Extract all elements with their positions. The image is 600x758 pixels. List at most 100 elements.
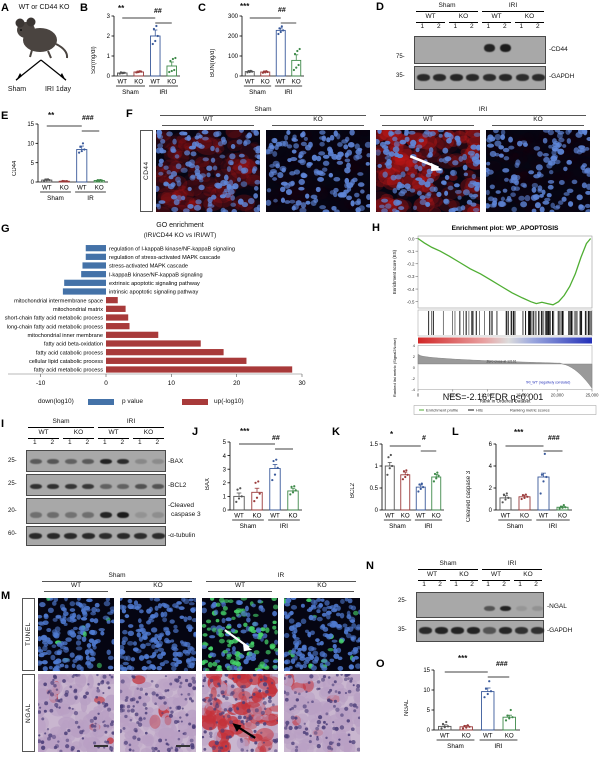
panel-h-gsea-plot: Enrichment plot: WP_APOPTOSIS0.0-0.1-0.2… xyxy=(388,222,598,390)
panel-l-chart: 0246WT KO WT KOSham IRI xyxy=(480,440,576,538)
blot-band xyxy=(499,74,512,81)
blot-band xyxy=(65,459,77,464)
panel-i-blot-cleaved-caspase3 xyxy=(26,498,166,524)
svg-text:2: 2 xyxy=(413,354,416,359)
blot-band xyxy=(515,627,528,634)
svg-text:KO: KO xyxy=(292,79,301,86)
panel-l: L Cleaved caspase 3 *** ### 0 2 4 6 WT KO WT KO… xyxy=(450,424,600,554)
blot-genotype-2: WT xyxy=(96,429,131,436)
panel-o-sig-top: *** xyxy=(458,654,467,663)
blot-group-iri: IRI xyxy=(480,560,544,567)
svg-text:4: 4 xyxy=(223,454,227,460)
blot-band xyxy=(152,459,164,464)
svg-text:5: 5 xyxy=(31,161,35,167)
blot-lane-5: 2 xyxy=(496,581,512,588)
blot-lane-4: 1 xyxy=(480,581,496,588)
svg-text:100: 100 xyxy=(228,54,239,60)
panel-e-chart: 051015WT KO WT KOSham IR xyxy=(22,120,112,210)
blot-lane-7: 2 xyxy=(530,23,547,30)
blot-lane-5: 2 xyxy=(114,439,132,446)
panel-m-ngal-0 xyxy=(38,674,114,752)
blot-band xyxy=(152,512,164,518)
svg-text:WT: WT xyxy=(245,79,255,86)
blot-lane-7: 2 xyxy=(149,439,167,446)
panel-f-micrograph-1 xyxy=(266,130,370,212)
svg-text:Sham: Sham xyxy=(507,523,524,530)
micro-genotype-0: WT xyxy=(156,116,260,123)
svg-text:Sham: Sham xyxy=(122,89,139,96)
blot-genotype-3: KO xyxy=(131,429,166,436)
blot-group-rule-1 xyxy=(98,427,164,428)
blot-band xyxy=(484,44,495,52)
blot-lane-3: 2 xyxy=(464,581,480,588)
panel-c-sig-top: *** xyxy=(240,2,249,11)
micro-genotype-2: WT xyxy=(202,582,278,589)
svg-text:KO: KO xyxy=(401,513,410,520)
panel-k-sig-top: * xyxy=(390,430,393,439)
panel-d-marker-35: 35- xyxy=(396,73,405,79)
svg-text:WT: WT xyxy=(77,185,87,192)
svg-text:KO: KO xyxy=(95,185,104,192)
panel-j-sig-top: *** xyxy=(240,427,249,436)
blot-group-rule-0 xyxy=(418,569,478,570)
svg-text:5: 5 xyxy=(427,708,431,714)
svg-text:300: 300 xyxy=(228,14,239,20)
panel-b-chart: 0123WT KO WT KOSham IRI xyxy=(98,12,184,104)
svg-text:WT: WT xyxy=(385,513,395,520)
svg-text:KO: KO xyxy=(167,79,176,86)
panel-m-black-arrow xyxy=(202,674,278,752)
panel-f-micrograph-0 xyxy=(156,130,260,212)
micro-genotype-rule-3 xyxy=(492,125,584,126)
svg-text:-0.1: -0.1 xyxy=(407,249,415,254)
svg-text:0: 0 xyxy=(489,508,493,514)
blot-genotype-1: KO xyxy=(447,13,480,20)
svg-text:1: 1 xyxy=(223,495,227,501)
blot-genotype-0: WT xyxy=(26,429,61,436)
blot-band xyxy=(117,459,129,464)
panel-e-sig-top: ** xyxy=(48,111,54,120)
blot-group-rule-1 xyxy=(482,569,542,570)
svg-text:20: 20 xyxy=(233,380,241,387)
blot-band xyxy=(100,512,112,518)
blot-band xyxy=(500,606,511,611)
panel-b-ylabel: Scr(mg/dl) xyxy=(91,22,97,74)
micro-genotype-rule-1 xyxy=(272,125,364,126)
blot-band xyxy=(65,484,77,489)
svg-text:'IRI_WT' (negatively correlate: 'IRI_WT' (negatively correlated) xyxy=(526,380,570,384)
panel-g-legend-up: up(-log10) xyxy=(214,398,244,405)
panel-f-micrograph-3 xyxy=(486,130,590,212)
blot-band xyxy=(135,484,147,489)
blot-band xyxy=(29,533,42,539)
panel-c-chart: 0100200300WT KO WT KOSham IRI xyxy=(220,12,308,104)
panel-a-title: WT or CD44 KO xyxy=(8,4,80,11)
blot-lane-0: 1 xyxy=(414,23,431,30)
blot-band xyxy=(466,74,479,81)
panel-g-letter: G xyxy=(1,223,10,235)
blot-band xyxy=(30,484,42,489)
svg-text:Ranked list metric (Signal2Noi: Ranked list metric (Signal2Noise) xyxy=(392,337,397,397)
svg-text:-0.2: -0.2 xyxy=(407,262,415,267)
svg-text:-10: -10 xyxy=(36,380,46,387)
blot-genotype-3: KO xyxy=(513,13,546,20)
svg-text:4: 4 xyxy=(489,464,493,470)
blot-band xyxy=(152,484,164,489)
panel-g-legend-down-swatch xyxy=(88,399,114,405)
svg-text:WT: WT xyxy=(416,513,426,520)
panel-n-marker-35: 35- xyxy=(398,627,407,633)
blot-lane-1: 2 xyxy=(431,23,448,30)
panel-a-arm-iri: IRI 1day xyxy=(36,86,80,93)
svg-text:0: 0 xyxy=(413,365,416,370)
panel-f-header: Sham IRI WT KO WT KO xyxy=(126,106,600,128)
panel-f-row-label: CD44 xyxy=(140,130,153,212)
branching-arrows-icon xyxy=(4,58,78,84)
micro-genotype-1: KO xyxy=(266,116,370,123)
svg-text:WT: WT xyxy=(276,79,286,86)
blot-band xyxy=(134,533,147,539)
svg-text:WT: WT xyxy=(440,733,450,740)
panel-m: M Sham IR WT KO WT KO TUNEL NGAL xyxy=(0,566,360,758)
svg-text:mitochondrial inner membrane: mitochondrial inner membrane xyxy=(27,333,103,339)
svg-text:WT: WT xyxy=(117,79,127,86)
panel-a: A WT or CD44 KO Sham IRI 1day xyxy=(0,0,80,105)
panel-i-marker-tubulin: 60- xyxy=(8,531,17,537)
svg-text:IRI: IRI xyxy=(284,89,292,96)
